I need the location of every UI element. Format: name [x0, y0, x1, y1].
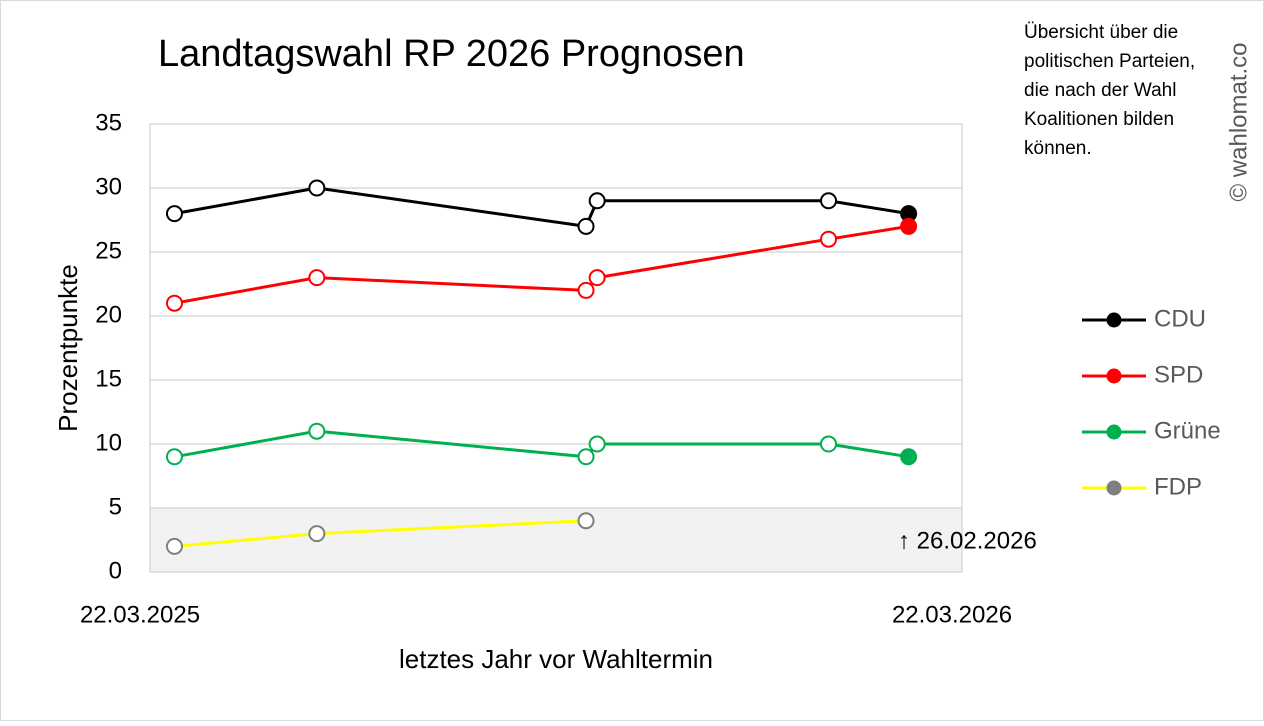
data-point: [588, 192, 606, 210]
data-point: [820, 435, 838, 453]
y-axis-label: Prozentpunkte: [53, 264, 83, 432]
x-axis-label: letztes Jahr vor Wahltermin: [399, 644, 713, 674]
y-tick-label: 5: [109, 493, 122, 520]
data-point: [577, 217, 595, 235]
data-point: [900, 448, 918, 466]
legend-marker: [1106, 368, 1122, 384]
threshold-band: [150, 508, 962, 572]
note-line: Koalitionen bilden: [1024, 109, 1174, 130]
data-point: [165, 448, 183, 466]
note-line: die nach der Wahl: [1024, 80, 1176, 101]
data-point: [165, 205, 183, 223]
chart-title: Landtagswahl RP 2026 Prognosen: [158, 33, 745, 75]
legend-marker: [1106, 424, 1122, 440]
y-tick-label: 0: [109, 557, 122, 584]
data-point: [165, 294, 183, 312]
y-tick-label: 20: [95, 301, 122, 328]
series-line: [174, 186, 909, 229]
x-tick-label: 22.03.2025: [80, 601, 200, 628]
legend-label: Grüne: [1154, 417, 1221, 444]
data-point: [577, 512, 595, 530]
legend-marker: [1106, 312, 1122, 328]
x-tick-label: 22.03.2026: [892, 601, 1012, 628]
watermark: © wahlomat.co: [1225, 42, 1252, 201]
data-point: [308, 422, 326, 440]
data-point: [900, 217, 918, 235]
legend-label: SPD: [1154, 361, 1203, 388]
data-point: [820, 192, 838, 210]
data-point: [588, 435, 606, 453]
legend-label: CDU: [1154, 305, 1206, 332]
y-tick-label: 30: [95, 173, 122, 200]
annotation: ↑ 26.02.2026: [898, 527, 1037, 554]
data-point: [577, 281, 595, 299]
data-point: [308, 525, 326, 543]
note-line: können.: [1024, 138, 1092, 159]
data-point: [308, 269, 326, 287]
y-tick-label: 15: [95, 365, 122, 392]
note-line: politischen Parteien,: [1024, 51, 1195, 72]
y-tick-label: 25: [95, 237, 122, 264]
data-point: [588, 269, 606, 287]
data-point: [308, 179, 326, 197]
data-point: [577, 448, 595, 466]
legend-marker: [1106, 480, 1122, 496]
legend-label: FDP: [1154, 473, 1202, 500]
y-tick-label: 10: [95, 429, 122, 456]
data-point: [165, 537, 183, 555]
note-line: Übersicht über die: [1024, 22, 1178, 43]
data-point: [820, 230, 838, 248]
y-tick-label: 35: [95, 109, 122, 136]
